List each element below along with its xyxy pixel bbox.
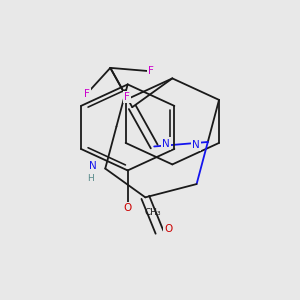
Text: F: F (124, 92, 130, 102)
Text: N: N (192, 140, 200, 150)
Text: O: O (124, 203, 132, 213)
Text: N: N (162, 139, 170, 148)
Text: F: F (148, 66, 154, 76)
Text: N: N (89, 160, 97, 171)
Text: H: H (87, 175, 94, 184)
Text: F: F (84, 89, 89, 99)
Text: CH₃: CH₃ (144, 208, 160, 217)
Text: O: O (164, 224, 172, 234)
